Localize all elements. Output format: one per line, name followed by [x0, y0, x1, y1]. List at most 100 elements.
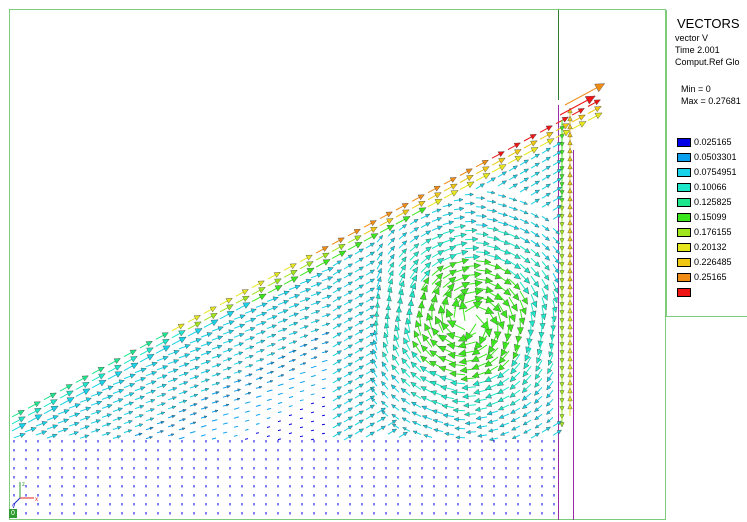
boundary-vector-head — [113, 358, 121, 364]
boundary-vector-head — [545, 125, 553, 132]
vector-arrow-head — [304, 325, 309, 330]
vector-arrow-head — [554, 277, 559, 284]
vector-arrow — [277, 429, 282, 432]
vector-arrow-head — [545, 192, 551, 198]
vector-arrow-head — [551, 316, 557, 323]
vector-arrow — [255, 423, 260, 425]
vector-arrow-head — [471, 371, 480, 378]
boundary-vector-head — [354, 241, 363, 249]
vector-arrow-head — [536, 357, 542, 364]
vector-arrow-head — [484, 384, 492, 391]
jet-vector-head — [567, 163, 573, 170]
vector-arrow-head — [556, 195, 562, 201]
vectors-legend: VECTORS vector V Time 2.001 Comput.Ref G… — [666, 10, 747, 317]
vector-arrow-head — [472, 236, 479, 243]
legend-label: 0.10066 — [694, 182, 727, 192]
vector-arrow-head — [470, 210, 476, 215]
jet-vector-head — [567, 251, 573, 258]
vector-arrow-head — [205, 360, 211, 365]
vector-arrow — [255, 432, 260, 434]
vector-arrow-head — [460, 241, 468, 247]
vector-arrow-head — [548, 351, 554, 358]
vector-arrow — [266, 389, 273, 392]
vector-arrow-head — [546, 401, 551, 407]
vector-arrow-head — [438, 365, 447, 373]
boundary-vector-head — [386, 224, 395, 232]
vector-arrow-head — [259, 358, 265, 362]
vector-arrow-head — [336, 377, 342, 382]
boundary-vector-head — [385, 211, 393, 218]
vector-arrow-head — [316, 272, 323, 278]
boundary-vector-head — [290, 276, 299, 283]
legend-swatch — [677, 198, 691, 207]
vector-arrow-head — [404, 327, 411, 335]
vector-arrow-head — [304, 315, 310, 321]
boundary-vector-head — [321, 246, 329, 252]
boundary-vector-head — [209, 306, 217, 313]
vector-arrow-head — [226, 385, 231, 389]
vector-arrow-head — [281, 355, 286, 359]
vector-arrow-head — [449, 245, 457, 252]
vector-arrow-head — [502, 212, 509, 217]
vector-arrow-head — [484, 359, 493, 368]
vector-arrow-head — [503, 239, 511, 245]
vector-arrow-head — [546, 393, 551, 399]
vector-arrow-head — [326, 294, 332, 300]
boundary-vector-head — [241, 289, 249, 296]
vector-arrow-head — [534, 251, 541, 258]
vector-arrow — [299, 408, 304, 411]
vector-arrow-head — [150, 408, 155, 413]
vector-arrow-head — [446, 331, 456, 340]
boundary-vector-head — [530, 147, 539, 154]
vector-arrow-head — [74, 403, 81, 409]
vector-arrow-head — [216, 363, 222, 368]
tip-vector-head — [594, 83, 606, 93]
vector-arrow-head — [534, 213, 540, 218]
vector-arrow-head — [52, 424, 59, 430]
vector-arrow-head — [497, 405, 505, 411]
vector-arrow-head — [545, 183, 551, 189]
vector-arrow-head — [440, 394, 448, 400]
vector-arrow-head — [358, 248, 364, 253]
vector-arrow-head — [395, 305, 403, 313]
jet-vector-head — [567, 259, 573, 266]
vector-arrow — [244, 428, 249, 431]
vector-arrow-head — [423, 434, 428, 438]
boundary-vector-head — [49, 392, 57, 399]
boundary-vector-head — [498, 157, 506, 164]
vector-arrow-head — [206, 341, 213, 347]
vector-arrow-head — [258, 385, 263, 389]
vector-arrow-head — [347, 308, 353, 313]
vector-arrow — [321, 378, 327, 381]
vector-arrow-head — [429, 371, 437, 377]
boundary-vector-head — [258, 293, 267, 301]
vector-arrow-head — [503, 278, 512, 285]
vector-arrow — [310, 384, 316, 387]
jet-vector-head — [567, 403, 573, 410]
vector-arrow-head — [457, 340, 467, 349]
vector-arrow-head — [502, 203, 508, 208]
vector-arrow-head — [520, 307, 527, 316]
boundary-vector-head — [98, 379, 107, 387]
vector-arrow-head — [521, 395, 528, 401]
vector-arrow-head — [513, 234, 520, 240]
boundary-vector-head — [18, 416, 26, 423]
legend-swatch — [677, 273, 691, 282]
vector-arrow-head — [452, 407, 459, 414]
vector-arrow — [255, 404, 261, 407]
vector-arrow-head — [437, 242, 444, 248]
vector-arrow-head — [388, 270, 394, 277]
boundary-vector-head — [242, 302, 251, 309]
vector-arrow-head — [432, 286, 440, 296]
vector-arrow-head — [461, 266, 470, 273]
vector-arrow-head — [502, 298, 511, 307]
vector-arrow-head — [336, 368, 342, 373]
vector-arrow-head — [543, 274, 550, 281]
vector-arrow-head — [292, 358, 297, 363]
vector-arrow-head — [270, 352, 276, 356]
vector-arrow-head — [513, 225, 520, 230]
vector-arrow-head — [555, 239, 560, 245]
vector-arrow-head — [203, 415, 208, 419]
vector-arrow-head — [336, 296, 342, 301]
